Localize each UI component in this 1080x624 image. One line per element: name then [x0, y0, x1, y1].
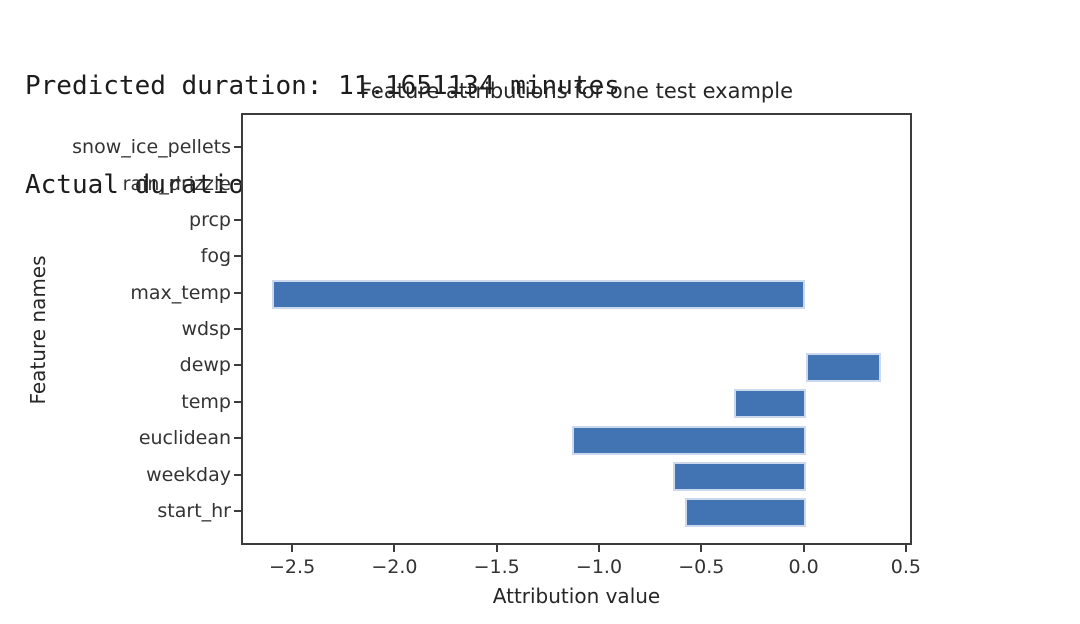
y-tick-mark [234, 146, 241, 149]
x-tick-label: −2.5 [269, 556, 316, 578]
x-tick-mark [495, 545, 498, 552]
y-tick-label-euclidean: euclidean [138, 427, 231, 450]
x-tick-label: 0.5 [890, 556, 921, 578]
x-tick-label: −2.0 [371, 556, 418, 578]
y-tick-mark [234, 509, 241, 512]
predicted-duration-text: Predicted duration: 11.1651134 minutes [25, 71, 620, 101]
y-tick-label-wdsp: wdsp [181, 318, 231, 340]
y-tick-mark [234, 218, 241, 221]
y-tick-label-prcp: prcp [189, 208, 231, 231]
y-tick-mark [234, 328, 241, 330]
bar-weekday [672, 461, 806, 491]
bar-temp [734, 389, 806, 419]
y-tick-label-start_hr: start_hr [157, 499, 231, 522]
x-tick-mark [802, 545, 805, 552]
plot-area [241, 113, 912, 545]
y-tick-label-max_temp: max_temp [130, 281, 231, 304]
x-axis-label: Attribution value [492, 584, 661, 608]
chart-title: Feature attributions for one test exampl… [359, 79, 793, 103]
y-tick-mark [234, 400, 241, 403]
x-tick-mark [598, 545, 600, 552]
x-tick-mark [393, 545, 396, 552]
y-tick-mark [234, 364, 241, 367]
x-tick-label: −0.5 [678, 556, 725, 578]
y-tick-label-snow_ice_pellets: snow_ice_pellets [72, 136, 231, 159]
y-tick-label-dewp: dewp [179, 354, 231, 377]
x-tick-mark [904, 545, 907, 552]
y-tick-label-fog: fog [200, 245, 231, 268]
y-tick-label-rain_drizzle: rain_drizzle [122, 172, 231, 195]
x-tick-label: 0.0 [788, 556, 819, 578]
y-tick-mark [234, 473, 241, 476]
x-tick-mark [291, 545, 294, 552]
bar-start_hr [684, 498, 806, 528]
y-tick-mark [234, 291, 241, 294]
bar-max_temp [271, 280, 806, 310]
y-tick-label-temp: temp [181, 390, 231, 413]
x-tick-label: −1.0 [575, 556, 623, 578]
y-tick-mark [234, 437, 241, 440]
bar-dewp [805, 352, 882, 382]
y-tick-mark [234, 255, 241, 258]
x-tick-mark [700, 545, 703, 552]
bar-euclidean [572, 425, 806, 455]
x-tick-label: −1.5 [473, 556, 520, 578]
y-tick-mark [234, 182, 241, 185]
y-tick-label-weekday: weekday [146, 463, 231, 486]
